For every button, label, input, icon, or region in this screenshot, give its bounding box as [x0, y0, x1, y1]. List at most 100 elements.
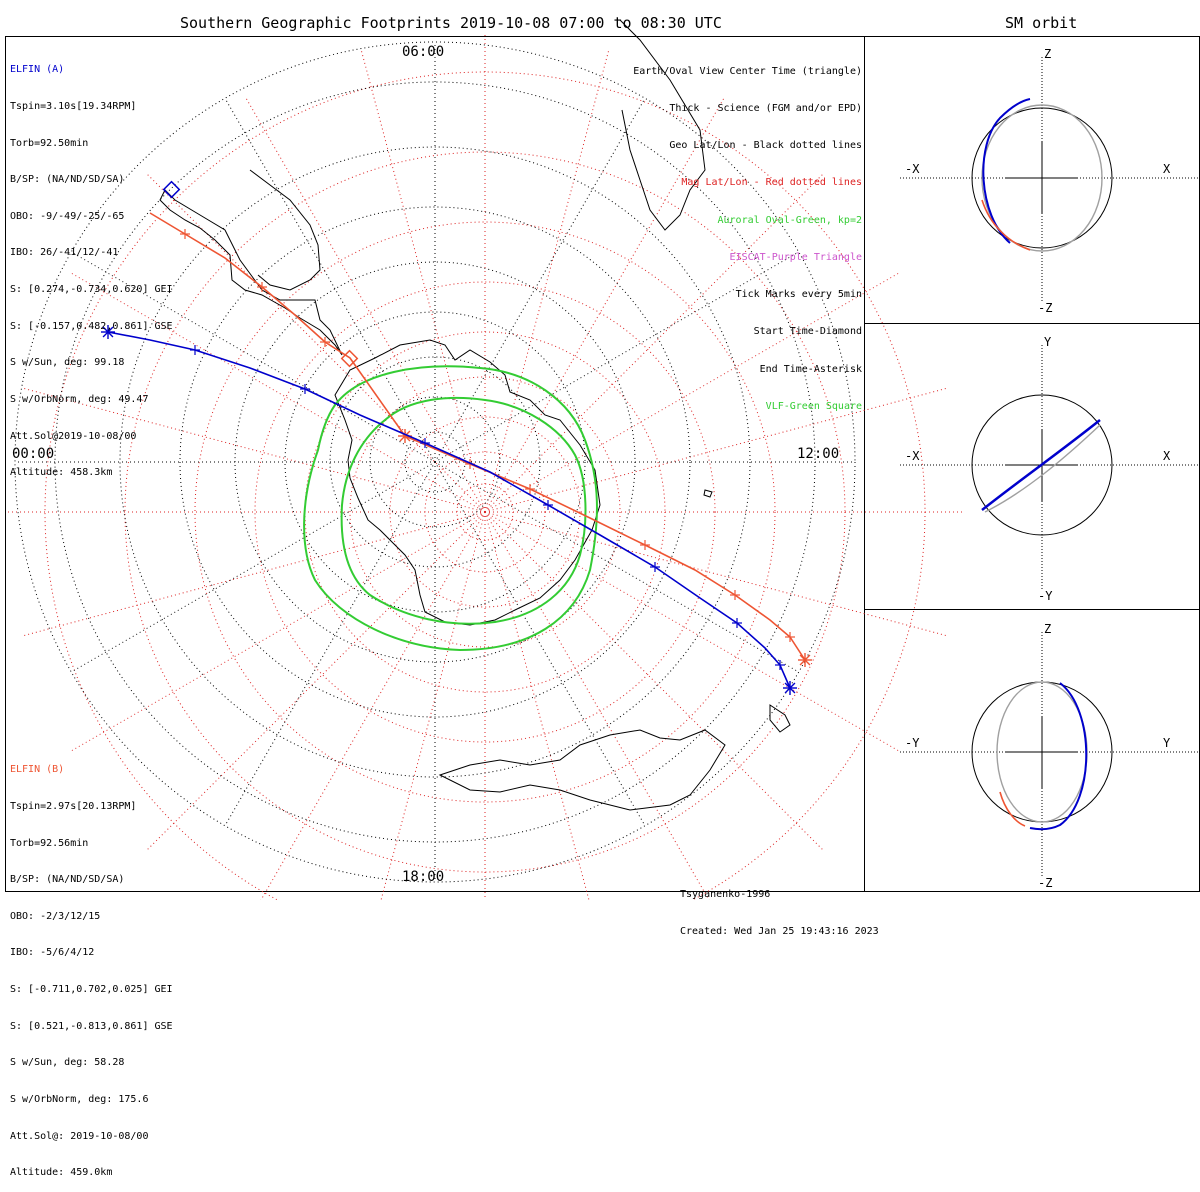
geo-latitude-circle: [14, 41, 856, 883]
sm-orbit-a: [981, 419, 1101, 511]
created-timestamp: Created: Wed Jan 25 19:43:16 2023: [680, 926, 879, 938]
elfin-a-line: Att.Sol@2019-10-08/00: [10, 430, 137, 442]
geo-latitude-circle: [284, 311, 586, 613]
mag-longitude-line: [69, 511, 486, 753]
elfin-a-info: ELFIN (A) Tspin=3.10s[19.34RPM] Torb=92.…: [10, 40, 173, 492]
mag-longitude-line: [360, 48, 486, 513]
mag-longitude-line: [484, 96, 726, 513]
auroral-oval-inner: [340, 396, 587, 625]
africa-coastline: [619, 19, 706, 231]
sm-orbit-a: [982, 98, 1031, 244]
south-america-east-coastline: [249, 169, 321, 291]
sm-earth-circle: [971, 394, 1113, 536]
elfin-a-end-asterisk: [784, 682, 796, 694]
elfin-b-line: IBO: -5/6/4/12: [10, 947, 95, 959]
elfin-a-line: B/SP: (NA/ND/SD/SA): [10, 174, 125, 186]
mag-longitude-line: [484, 511, 710, 900]
legend: Earth/Oval View Center Time (triangle) T…: [633, 41, 862, 426]
elfin-a-track: [101, 180, 797, 695]
geo-latitude-circle: [119, 146, 751, 778]
elfin-a-line: IBO: 26/-41/12/-41: [10, 247, 119, 259]
legend-entry: Start Time-Diamond: [753, 326, 862, 338]
model-name: Tsyganenko-1996: [680, 888, 771, 900]
legend-entry: Mag Lat/Lon - Red dotted lines: [681, 177, 862, 189]
mag-longitude-line: [145, 511, 486, 852]
elfin-b-line: Torb=92.56min: [10, 837, 89, 849]
elfin-b-info: ELFIN (B) Tspin=2.97s[20.13RPM] Torb=92.…: [10, 740, 173, 1192]
legend-entry: Thick - Science (FGM and/or EPD): [669, 103, 862, 115]
elfin-a-line: OBO: -9/-49/-25/-65: [10, 210, 125, 222]
legend-entry: VLF-Green Square: [765, 400, 862, 412]
elfin-b-line: OBO: -2/3/12/15: [10, 910, 101, 922]
elfin-a-line: S: [0.274,-0.734,0.620] GEI: [10, 284, 173, 296]
sm-label-h-neg: -X: [905, 162, 920, 176]
elfin-a-end-asterisk: [102, 326, 114, 338]
legend-entry: EISCAT-Purple Triangle: [729, 251, 862, 263]
elfin-b-end-asterisk: [799, 654, 811, 666]
sm-orbit-panels: -X X Z -Z -X X Y -Y -Y Y Z -Z: [900, 47, 1200, 890]
local-time-label-bottom: 18:00: [402, 869, 445, 885]
chart-title: Southern Geographic Footprints 2019-10-0…: [180, 14, 722, 32]
mag-longitude-line: [69, 271, 486, 513]
sm-label-h-neg: -Y: [905, 736, 920, 750]
elfin-b-start-diamond: [340, 349, 359, 368]
australia-coastline: [438, 729, 726, 811]
legend-entry: Geo Lat/Lon - Black dotted lines: [669, 140, 862, 152]
geo-grid: [14, 41, 856, 883]
sm-orbit-b: [981, 199, 1031, 251]
sm-earth-circle: [971, 107, 1113, 249]
elfin-a-line: Tspin=3.10s[19.34RPM]: [10, 101, 137, 113]
geo-longitude-line: [224, 461, 436, 826]
sm-orbit-a: [1029, 682, 1088, 831]
geo-longitude-line: [71, 461, 436, 673]
sm-orbit-gray: [984, 424, 1101, 513]
sm-label-v-pos: Z: [1044, 47, 1051, 61]
mag-longitude-line: [260, 511, 486, 900]
mag-longitude-line: [484, 511, 590, 900]
elfin-a-line: S w/Sun, deg: 99.18: [10, 357, 125, 369]
sm-label-v-pos: Y: [1044, 335, 1052, 349]
elfin-a-line: [107, 331, 791, 689]
mag-longitude-line: [21, 511, 486, 637]
sm-orbit-title: SM orbit: [1005, 14, 1078, 32]
elfin-a-name: ELFIN (A): [10, 64, 65, 76]
mag-longitude-line: [484, 511, 901, 753]
mag-longitude-line: [484, 511, 949, 637]
sm-panel-2: -X X Y -Y: [900, 335, 1200, 603]
sm-label-v-neg: -Z: [1038, 301, 1052, 315]
mag-latitude-circle: [254, 281, 716, 743]
local-time-label-top: 06:00: [402, 44, 445, 60]
mag-grid: [5, 32, 965, 900]
elfin-b-line: Tspin=2.97s[20.13RPM]: [10, 801, 137, 813]
sm-orbit-b: [999, 791, 1026, 827]
elfin-b-line: S: [0.521,-0.813,0.861] GSE: [10, 1020, 173, 1032]
sm-panel-1: -X X Z -Z: [900, 47, 1200, 315]
elfin-b-line: B/SP: (NA/ND/SD/SA): [10, 874, 125, 886]
new-zealand-coastline: [769, 704, 791, 733]
elfin-b-name: ELFIN (B): [10, 764, 65, 776]
legend-entry: Auroral Oval-Green, kp=2: [717, 214, 863, 226]
sm-label-h-pos: X: [1163, 162, 1171, 176]
geo-longitude-line: [434, 461, 646, 826]
sm-panel-3: -Y Y Z -Z: [900, 622, 1200, 890]
auroral-ovals: [303, 365, 598, 652]
elfin-b-line: S w/OrbNorm, deg: 175.6: [10, 1093, 149, 1105]
geo-latitude-circle: [179, 206, 691, 718]
sm-label-v-pos: Z: [1044, 622, 1051, 636]
elfin-a-start-diamond: [162, 180, 181, 199]
mag-latitude-circle: [389, 416, 581, 608]
elfin-b-line: S: [-0.711,0.702,0.025] GEI: [10, 984, 173, 996]
elfin-a-line: S w/OrbNorm, deg: 49.47: [10, 393, 149, 405]
auroral-oval-outer: [303, 365, 598, 652]
mag-longitude-line: [145, 172, 486, 513]
south-america-coastline: [159, 189, 343, 356]
elfin-a-line: Altitude: 458.3km: [10, 467, 113, 479]
elfin-b-line: Att.Sol@: 2019-10-08/00: [10, 1130, 149, 1142]
sm-label-h-pos: Y: [1163, 736, 1171, 750]
geo-longitude-line: [434, 461, 799, 673]
coastlines: [159, 19, 791, 811]
sm-label-v-neg: -Z: [1038, 876, 1052, 890]
mag-longitude-line: [244, 96, 486, 513]
sm-label-h-pos: X: [1163, 449, 1171, 463]
chart-canvas: -X X Z -Z -X X Y -Y -Y Y Z -Z: [5, 19, 1200, 900]
